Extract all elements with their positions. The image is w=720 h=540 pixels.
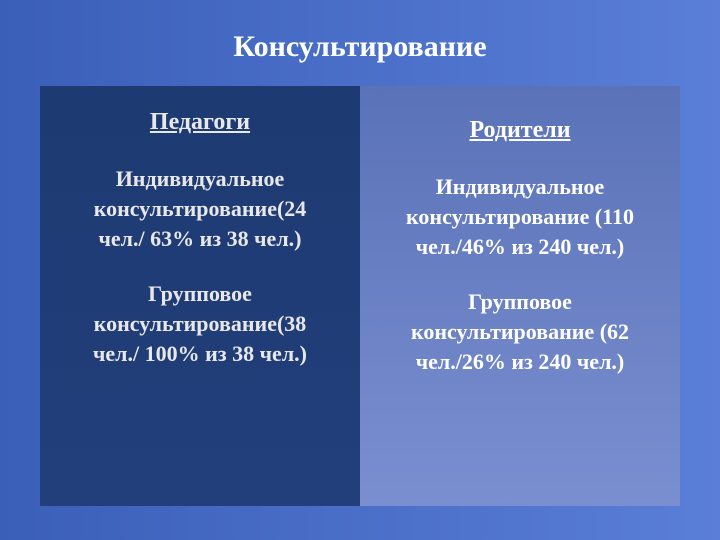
parents-block-group: Групповое консультирование (62 чел./26% … — [378, 287, 662, 376]
slide-container: Консультирование Педагоги Индивидуальное… — [0, 0, 720, 540]
text-line: Индивидуальное — [378, 172, 662, 202]
text-line: Групповое — [58, 279, 342, 309]
panel-teachers: Педагоги Индивидуальное консультирование… — [40, 86, 360, 506]
panels-row: Педагоги Индивидуальное консультирование… — [40, 86, 680, 506]
parents-block-individual: Индивидуальное консультирование (110 чел… — [378, 172, 662, 261]
text-line: чел./46% из 240 чел.) — [378, 232, 662, 262]
text-line: чел./ 100% из 38 чел.) — [58, 339, 342, 369]
panel-parents-heading: Родители — [378, 114, 662, 146]
text-line: консультирование(24 — [58, 194, 342, 224]
panel-parents: Родители Индивидуальное консультирование… — [360, 86, 680, 506]
teachers-block-individual: Индивидуальное консультирование(24 чел./… — [58, 164, 342, 253]
panel-teachers-heading: Педагоги — [58, 106, 342, 138]
text-line: Групповое — [378, 287, 662, 317]
slide-title: Консультирование — [40, 30, 680, 64]
text-line: консультирование(38 — [58, 309, 342, 339]
text-line: консультирование (110 — [378, 202, 662, 232]
teachers-block-group: Групповое консультирование(38 чел./ 100%… — [58, 279, 342, 368]
text-line: Индивидуальное — [58, 164, 342, 194]
text-line: чел./ 63% из 38 чел.) — [58, 224, 342, 254]
text-line: консультирование (62 — [378, 317, 662, 347]
text-line: чел./26% из 240 чел.) — [378, 347, 662, 377]
